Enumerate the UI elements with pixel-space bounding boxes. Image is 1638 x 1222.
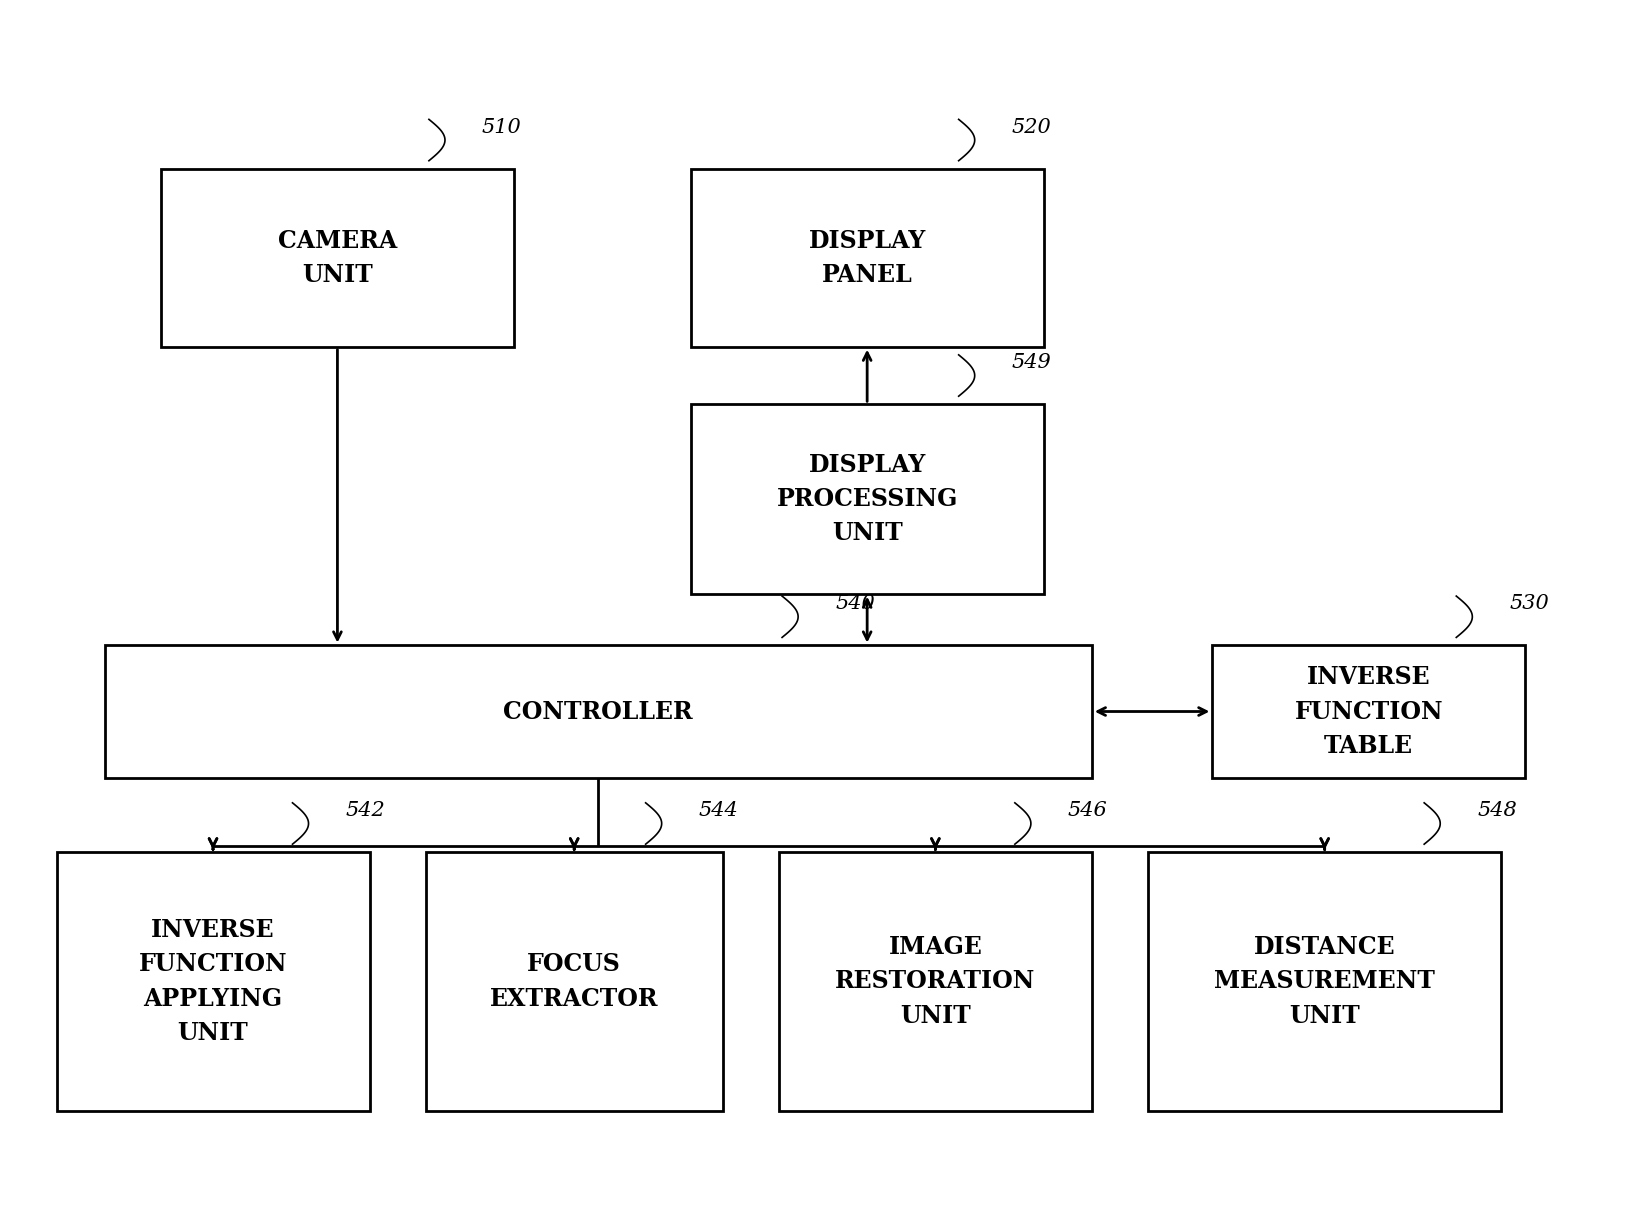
Text: 520: 520	[1012, 117, 1052, 137]
Text: CONTROLLER: CONTROLLER	[503, 699, 693, 723]
Bar	[691, 169, 1043, 347]
Text: DISTANCE
MEASUREMENT
UNIT: DISTANCE MEASUREMENT UNIT	[1214, 935, 1435, 1028]
Text: CAMERA
UNIT: CAMERA UNIT	[278, 229, 396, 287]
Text: INVERSE
FUNCTION
TABLE: INVERSE FUNCTION TABLE	[1294, 665, 1443, 758]
Bar	[691, 404, 1043, 594]
Text: 540: 540	[835, 594, 875, 613]
Bar	[1148, 852, 1500, 1111]
Text: 546: 546	[1068, 802, 1107, 820]
Text: 530: 530	[1509, 594, 1550, 613]
Text: FOCUS
EXTRACTOR: FOCUS EXTRACTOR	[490, 952, 658, 1011]
Text: INVERSE
FUNCTION
APPLYING
UNIT: INVERSE FUNCTION APPLYING UNIT	[139, 918, 287, 1045]
Bar	[161, 169, 514, 347]
Text: 542: 542	[346, 802, 385, 820]
Text: 510: 510	[482, 117, 521, 137]
Bar	[778, 852, 1093, 1111]
Bar	[426, 852, 722, 1111]
Text: DISPLAY
PROCESSING
UNIT: DISPLAY PROCESSING UNIT	[776, 452, 958, 545]
Text: IMAGE
RESTORATION
UNIT: IMAGE RESTORATION UNIT	[835, 935, 1035, 1028]
Text: 548: 548	[1477, 802, 1517, 820]
Bar	[105, 645, 1093, 777]
Text: 549: 549	[1012, 353, 1052, 371]
Bar	[1212, 645, 1525, 777]
Text: 544: 544	[698, 802, 739, 820]
Bar	[56, 852, 370, 1111]
Text: DISPLAY
PANEL: DISPLAY PANEL	[809, 229, 925, 287]
